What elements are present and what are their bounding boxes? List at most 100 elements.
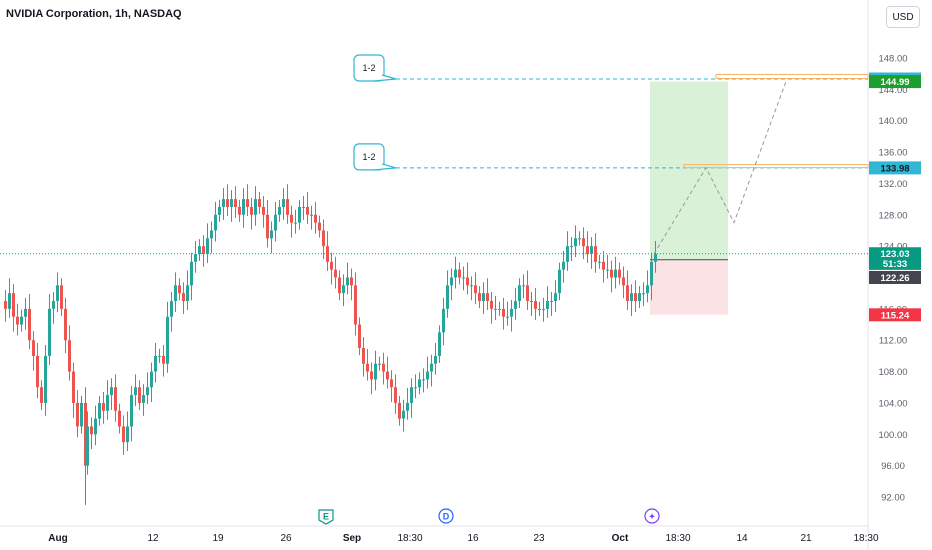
candle	[390, 379, 393, 388]
candle	[80, 402, 83, 427]
candle	[16, 316, 19, 325]
candle	[498, 308, 501, 310]
y-tick-label: 140.00	[878, 116, 907, 127]
candle	[218, 206, 221, 215]
candle	[450, 277, 453, 286]
y-tick-label: 136.00	[878, 148, 907, 159]
candle	[650, 261, 653, 286]
candle	[194, 253, 197, 262]
candle	[654, 253, 657, 262]
candle	[338, 277, 341, 294]
candle	[202, 246, 205, 254]
y-tick-label: 92.00	[881, 493, 905, 504]
candle	[110, 387, 113, 396]
candle	[574, 238, 577, 247]
candle	[222, 199, 225, 207]
candle	[56, 285, 59, 302]
candle	[366, 363, 369, 372]
candle	[474, 285, 477, 294]
candle	[146, 387, 149, 396]
candle	[190, 261, 193, 286]
candle	[538, 308, 541, 310]
candle	[322, 230, 325, 247]
candle	[518, 285, 521, 302]
candle	[530, 301, 533, 303]
candle	[334, 269, 337, 278]
candle	[434, 355, 437, 364]
candle	[318, 222, 321, 231]
candle	[314, 214, 317, 223]
candle	[8, 293, 11, 309]
candle	[446, 285, 449, 309]
level-callout-tail	[373, 163, 397, 171]
price-label-bg	[869, 308, 921, 322]
x-tick-label: 12	[147, 533, 159, 544]
candle	[68, 340, 71, 372]
candle	[102, 402, 105, 411]
level-callout[interactable]	[353, 54, 385, 82]
y-tick-label: 96.00	[881, 461, 905, 472]
candle	[170, 301, 173, 317]
candle	[254, 199, 257, 215]
candle	[550, 301, 553, 303]
x-tick-label: 14	[736, 533, 748, 544]
candle	[358, 324, 361, 349]
candle	[40, 387, 43, 403]
currency-selector[interactable]: USD	[886, 6, 920, 28]
candle	[610, 269, 613, 278]
candle	[598, 261, 601, 263]
candle	[562, 261, 565, 270]
candle	[510, 308, 513, 317]
candle	[622, 277, 625, 286]
candle	[242, 199, 245, 215]
candle	[234, 199, 237, 207]
price-label: 51:33	[883, 259, 907, 270]
candle	[394, 387, 397, 403]
candle	[382, 363, 385, 372]
candle	[630, 293, 633, 302]
candle	[374, 363, 377, 380]
y-tick-label: 112.00	[879, 336, 907, 347]
level-callout[interactable]	[353, 143, 385, 171]
candle	[154, 355, 157, 372]
candle	[4, 301, 7, 309]
candle	[578, 238, 581, 240]
candle	[118, 410, 121, 427]
candle	[470, 285, 473, 287]
candle	[98, 402, 101, 419]
candle	[226, 199, 229, 207]
candle	[330, 261, 333, 270]
candle	[426, 371, 429, 380]
candle	[410, 387, 413, 403]
candle	[466, 277, 469, 286]
candle	[494, 308, 497, 310]
candle	[198, 246, 201, 254]
candle	[36, 355, 39, 388]
dividend-icon[interactable]	[438, 508, 454, 524]
candle	[618, 269, 621, 278]
price-label-bg	[869, 161, 921, 175]
x-tick-label: 23	[533, 533, 545, 544]
candle	[406, 402, 409, 411]
earnings-icon[interactable]	[318, 509, 334, 525]
candle	[238, 206, 241, 215]
candle	[122, 426, 125, 443]
candle	[490, 301, 493, 309]
candle	[634, 293, 637, 302]
candle	[350, 277, 353, 286]
level-marker	[715, 73, 869, 79]
candle	[130, 395, 133, 427]
x-tick-label: Oct	[612, 533, 629, 544]
candle	[142, 395, 145, 403]
event-icon[interactable]	[644, 508, 660, 524]
candle	[182, 293, 185, 302]
candle	[414, 387, 417, 389]
chart-title: NVIDIA Corporation, 1h, NASDAQ	[6, 8, 182, 20]
candle	[266, 214, 269, 239]
event-label: ✦	[648, 512, 656, 522]
candle	[642, 293, 645, 295]
projection-path	[653, 81, 787, 255]
y-tick-label: 124.00	[878, 242, 907, 253]
candle	[430, 363, 433, 372]
